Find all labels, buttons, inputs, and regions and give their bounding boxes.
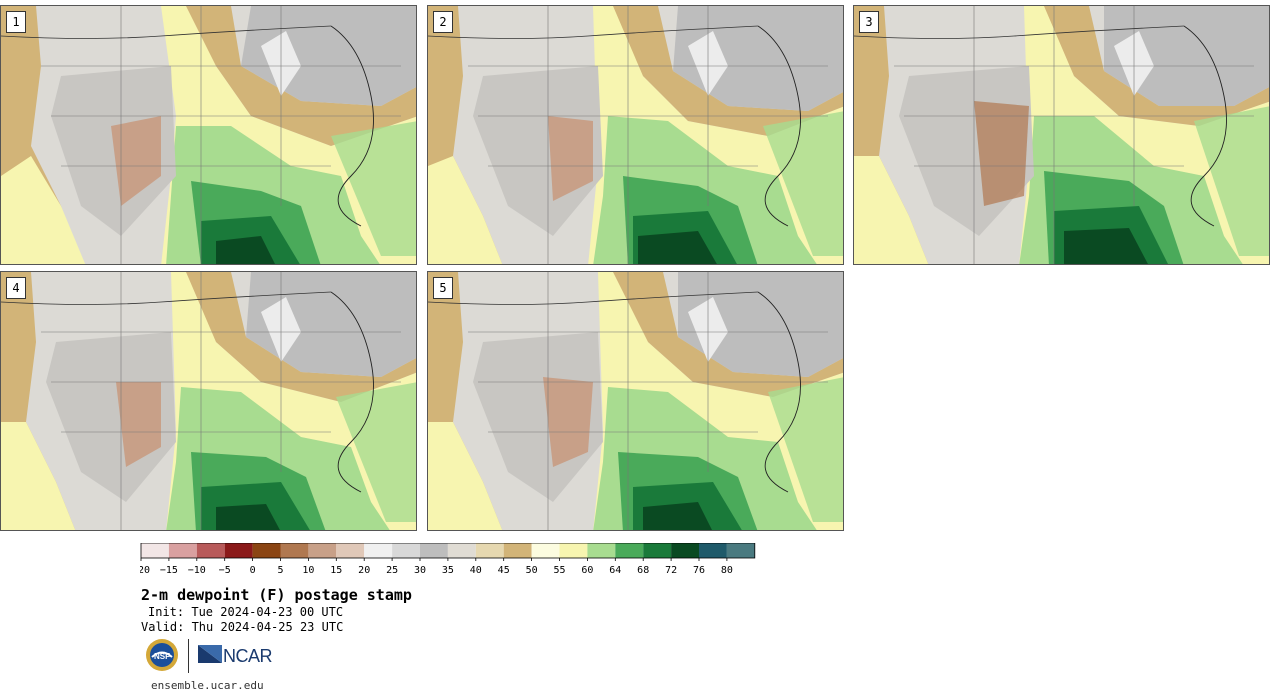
colorbar-tick-label: 30 [414, 565, 426, 576]
map-panel-2[interactable]: 2 [427, 5, 844, 265]
colorbar-swatch [475, 543, 504, 558]
colorbar-swatch [392, 543, 420, 558]
colorbar-swatch [280, 543, 309, 558]
colorbar-tick-label: 10 [302, 565, 314, 576]
svg-text:NSF: NSF [154, 652, 170, 661]
init-time: Init: Tue 2024-04-23 00 UTC [148, 605, 344, 619]
logo-divider [188, 639, 189, 673]
nsf-logo-icon: NSF [146, 639, 178, 671]
dewpoint-map [428, 272, 843, 530]
colorbar-swatch [726, 543, 755, 558]
colorbar-tick-label: −5 [219, 565, 231, 576]
colorbar-swatch [671, 543, 699, 558]
colorbar-tick-label: 72 [665, 565, 677, 576]
colorbar-tick-label: 60 [581, 565, 593, 576]
colorbar-swatch [420, 543, 448, 558]
map-panel-5[interactable]: 5 [427, 271, 844, 531]
dewpoint-map [854, 6, 1269, 264]
colorbar-swatch [252, 543, 281, 558]
colorbar-tick-label: 80 [721, 565, 733, 576]
colorbar-tick-label: 40 [470, 565, 482, 576]
panel-number: 1 [6, 11, 26, 33]
colorbar-swatch [364, 543, 393, 558]
panel-number: 5 [433, 277, 453, 299]
colorbar-swatch [168, 543, 197, 558]
colorbar-legend: −20 −15 −10 −5 0 5 10 15 20 25 30 35 40 45 50 55 60 64 68 7… [140, 543, 756, 576]
colorbar-tick-label: 5 [277, 565, 283, 576]
colorbar-tick-label: 25 [386, 565, 398, 576]
figure-title: 2-m dewpoint (F) postage stamp [141, 586, 412, 604]
colorbar-swatch [559, 543, 588, 558]
colorbar-tick-label: 64 [609, 565, 621, 576]
colorbar-swatch [141, 543, 169, 558]
colorbar-swatch [447, 543, 476, 558]
map-panel-1[interactable]: 1 [0, 5, 417, 265]
colorbar-tick-label: 0 [250, 565, 256, 576]
colorbar-tick-label: 35 [442, 565, 454, 576]
colorbar-swatch [615, 543, 644, 558]
colorbar-tick-label: 45 [498, 565, 510, 576]
dewpoint-map [1, 6, 416, 264]
colorbar-swatch [699, 543, 727, 558]
colorbar-swatch [336, 543, 365, 558]
colorbar-swatch [503, 543, 532, 558]
panel-number: 3 [859, 11, 879, 33]
colorbar-tick-label: −20 [140, 565, 150, 576]
colorbar-tick-label: −15 [160, 565, 178, 576]
colorbar-tick-label: 20 [358, 565, 370, 576]
colorbar-swatch [587, 543, 616, 558]
colorbar-swatch [196, 543, 225, 558]
dewpoint-map [428, 6, 843, 264]
colorbar-swatch [531, 543, 560, 558]
ncar-logo-icon [198, 645, 222, 663]
colorbar-tick-label: 55 [553, 565, 565, 576]
colorbar-tick-label: −10 [188, 565, 206, 576]
map-panel-4[interactable]: 4 [0, 271, 417, 531]
colorbar-tick-label: 15 [330, 565, 342, 576]
colorbar-swatch [643, 543, 672, 558]
map-panel-3[interactable]: 3 [853, 5, 1270, 265]
valid-time: Valid: Thu 2024-04-25 23 UTC [141, 620, 344, 634]
logo-group: NSF NCAR [145, 637, 285, 677]
panel-number: 2 [433, 11, 453, 33]
ncar-wordmark: NCAR [223, 646, 273, 666]
colorbar-tick-label: 68 [637, 565, 649, 576]
dewpoint-map [1, 272, 416, 530]
colorbar-swatch [224, 543, 253, 558]
colorbar-swatch [308, 543, 337, 558]
colorbar-tick-label: 76 [693, 565, 705, 576]
colorbar-tick-label: 50 [526, 565, 538, 576]
site-url: ensemble.ucar.edu [151, 679, 264, 692]
panel-number: 4 [6, 277, 26, 299]
